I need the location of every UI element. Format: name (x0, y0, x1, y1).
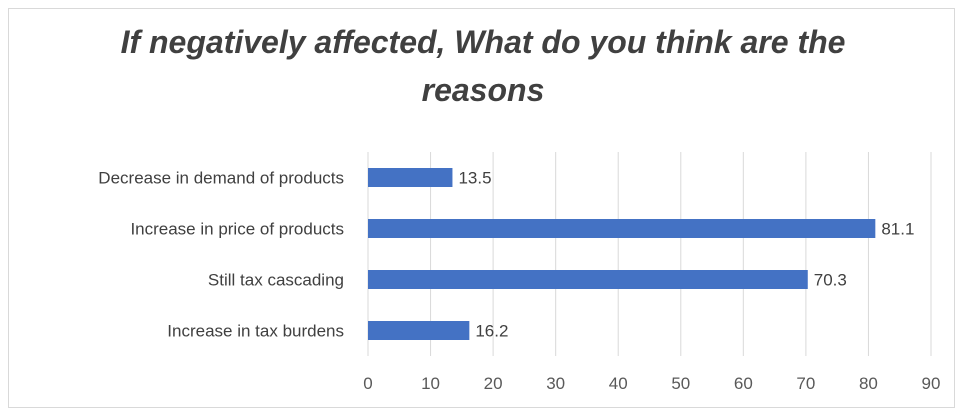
x-tick-label: 30 (546, 374, 565, 393)
x-tick-label: 70 (796, 374, 815, 393)
x-tick-label: 80 (859, 374, 878, 393)
x-tick-label: 20 (484, 374, 503, 393)
x-tick-label: 60 (734, 374, 753, 393)
chart-title: If negatively affected, What do you thin… (0, 18, 966, 114)
chart-frame (8, 8, 955, 408)
x-tick-label: 10 (421, 374, 440, 393)
category-label: Still tax cascading (208, 271, 344, 290)
category-label: Decrease in demand of products (98, 169, 344, 188)
x-tick-label: 50 (671, 374, 690, 393)
data-label: 13.5 (458, 169, 491, 188)
x-tick-label: 40 (609, 374, 628, 393)
bar (368, 219, 876, 238)
bar (368, 321, 470, 340)
bar (368, 168, 453, 187)
category-label: Increase in price of products (130, 220, 344, 239)
chart-title-line-1: If negatively affected, What do you thin… (120, 24, 846, 60)
data-label: 70.3 (814, 271, 847, 290)
category-label: Increase in tax burdens (167, 322, 344, 341)
data-label: 16.2 (475, 322, 508, 341)
chart-title-line-2: reasons (421, 72, 545, 108)
x-tick-label: 0 (363, 374, 372, 393)
data-label: 81.1 (881, 220, 914, 239)
bar (368, 270, 808, 289)
x-tick-label: 90 (922, 374, 941, 393)
